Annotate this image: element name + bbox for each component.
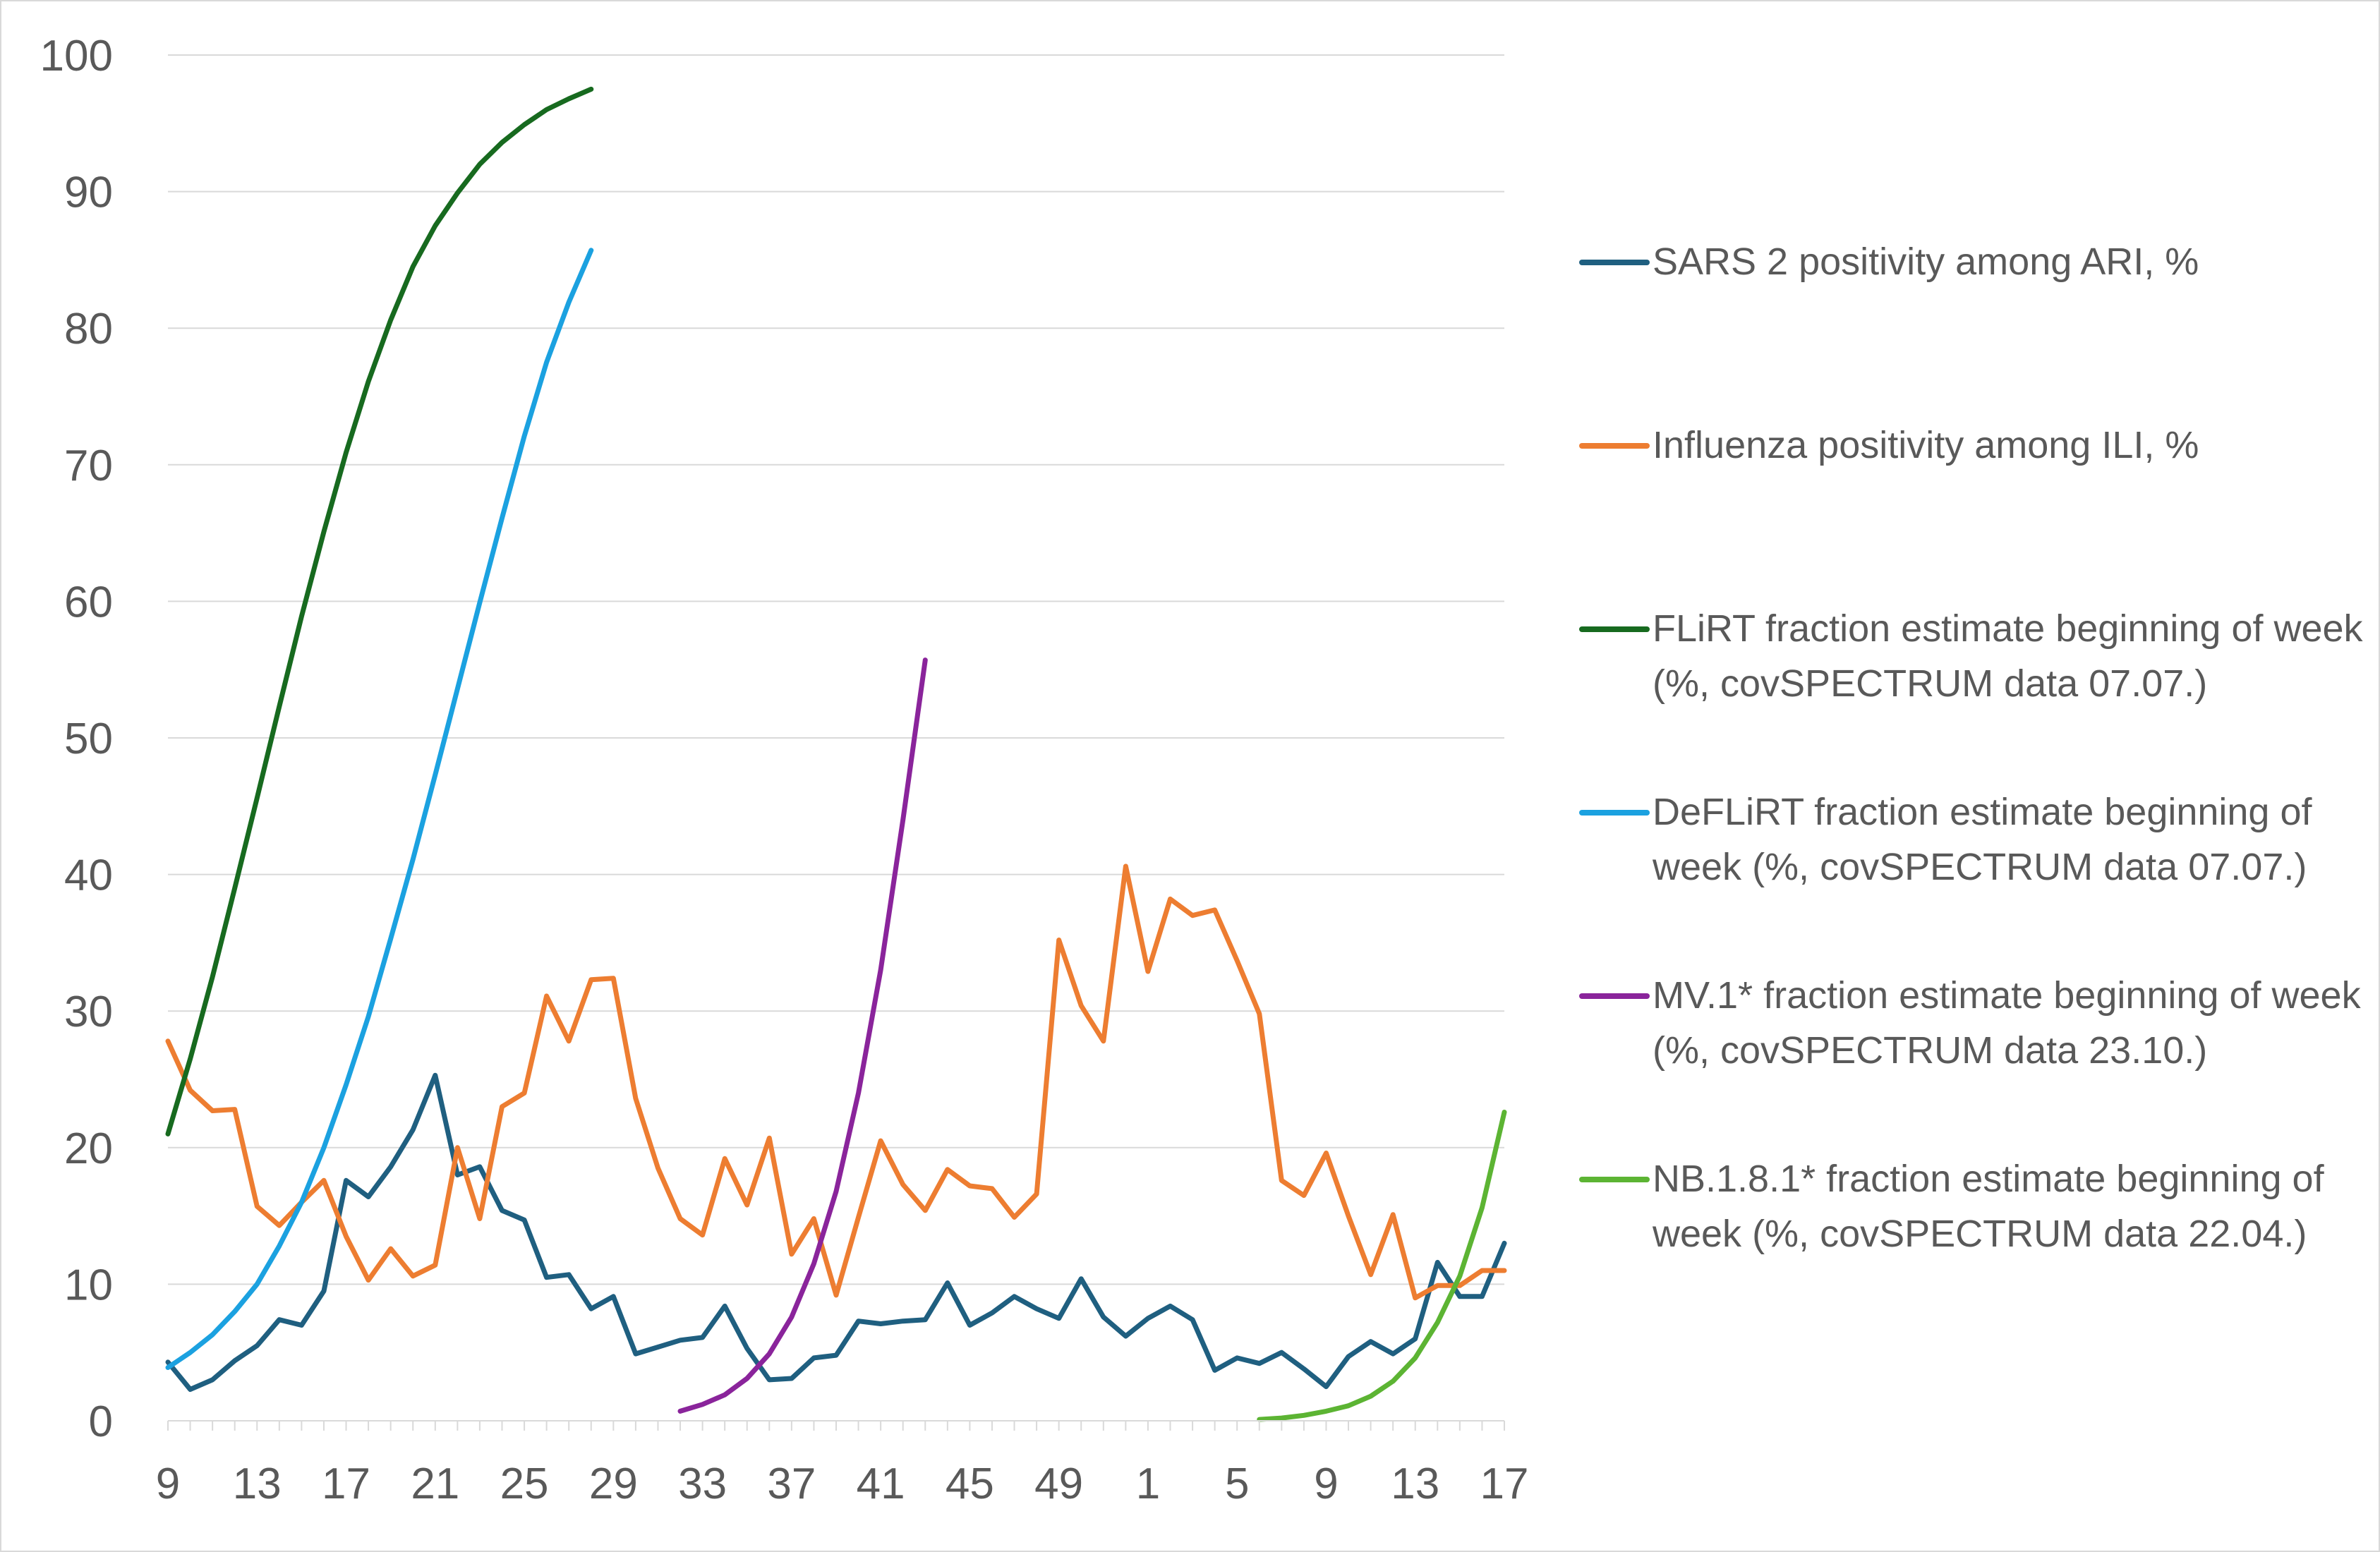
x-tick-label: 25 — [500, 1460, 549, 1508]
legend-label-influenza: Influenza positivity among ILI, % — [1653, 424, 2199, 466]
y-tick-label: 100 — [40, 32, 113, 80]
x-tick-label: 9 — [156, 1460, 180, 1508]
legend-label-sars2: SARS 2 positivity among ARI, % — [1653, 241, 2199, 283]
series-line-5 — [1257, 1110, 1507, 1422]
x-tick-label: 13 — [233, 1460, 282, 1508]
y-tick-label: 20 — [64, 1124, 113, 1173]
series-line-2 — [165, 86, 594, 1136]
series-lines — [165, 86, 1507, 1422]
series-line-0 — [165, 1072, 1507, 1392]
x-tick-label: 29 — [589, 1460, 638, 1508]
legend-swatch-influenza — [1579, 443, 1650, 449]
axes: 0 10 20 30 40 50 60 70 80 90 100 9 13 17 21 25 29 33 37 41 4… — [40, 32, 1529, 1508]
x-tick-label: 5 — [1225, 1460, 1249, 1508]
series-line-3 — [165, 248, 594, 1370]
legend-label-nb181: NB.1.8.1* fraction estimate beginning of… — [1653, 1158, 2324, 1255]
x-tick-label: 21 — [411, 1460, 459, 1508]
legend-swatch-sars2 — [1579, 260, 1650, 265]
y-tick-label: 30 — [64, 988, 113, 1036]
y-tick-label: 50 — [64, 715, 113, 763]
x-tick-label: 37 — [767, 1460, 816, 1508]
y-tick-label: 90 — [64, 169, 113, 217]
y-tick-label: 80 — [64, 305, 113, 353]
x-tick-label: 17 — [322, 1460, 370, 1508]
y-tick-label: 70 — [64, 442, 113, 490]
legend-swatch-mv1 — [1579, 993, 1650, 999]
x-tick-label: 49 — [1034, 1460, 1083, 1508]
gridlines — [168, 54, 1504, 1285]
x-tick-label: 1 — [1136, 1460, 1160, 1508]
x-tick-label: 33 — [678, 1460, 727, 1508]
series-line-4 — [677, 657, 928, 1414]
legend-swatch-flirt — [1579, 626, 1650, 632]
y-tick-label: 40 — [64, 851, 113, 900]
x-tick-label: 17 — [1480, 1460, 1529, 1508]
legend-label-mv1: MV.1* fraction estimate beginning of wee… — [1653, 974, 2361, 1072]
y-tick-label: 0 — [89, 1398, 113, 1446]
x-tick-label: 13 — [1391, 1460, 1439, 1508]
legend-swatch-deflirt — [1579, 810, 1650, 816]
x-tick-label: 45 — [946, 1460, 994, 1508]
x-tick-label: 41 — [857, 1460, 905, 1508]
legend-swatch-nb181 — [1579, 1177, 1650, 1182]
legend-label-deflirt: DeFLiRT fraction estimate beginning of w… — [1653, 791, 2312, 888]
x-tick-label: 9 — [1314, 1460, 1338, 1508]
y-tick-label: 60 — [64, 578, 113, 626]
legend-label-flirt: FLiRT fraction estimate beginning of wee… — [1653, 607, 2363, 705]
series-line-1 — [165, 863, 1507, 1301]
y-tick-label: 10 — [64, 1261, 113, 1309]
